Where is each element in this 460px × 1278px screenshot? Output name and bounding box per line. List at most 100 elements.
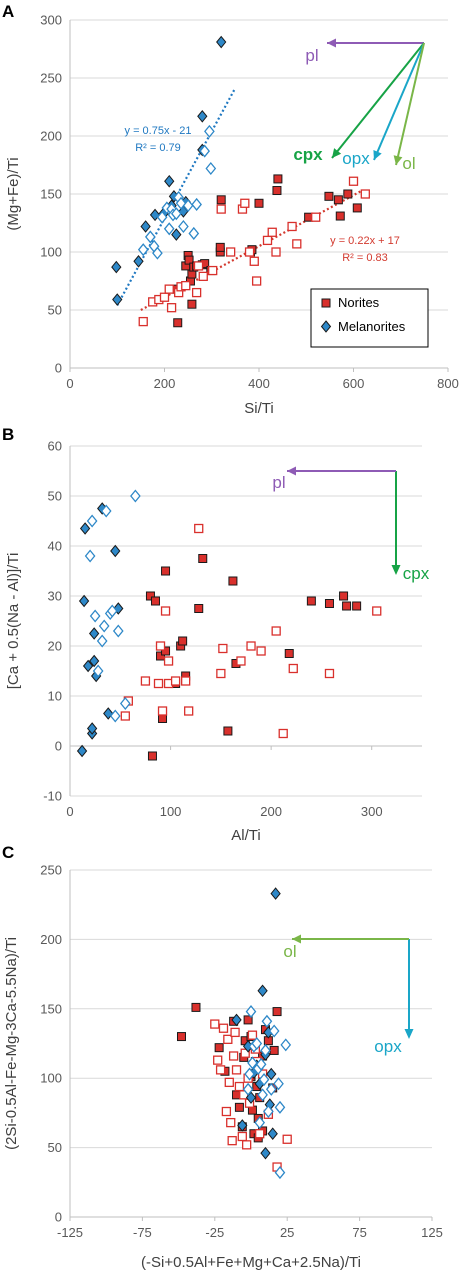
data-point-melanorites-open xyxy=(182,199,194,213)
data-point-norites xyxy=(335,211,345,221)
data-point-norites-open xyxy=(221,1106,232,1117)
panel-b-letter: B xyxy=(2,425,14,444)
data-point-norites-open xyxy=(278,728,288,739)
data-point-norites xyxy=(254,198,264,208)
data-point-melanorites xyxy=(164,174,175,188)
data-point-norites xyxy=(234,1102,244,1112)
y-tick-label: 150 xyxy=(40,1001,62,1016)
data-point-melanorites-open xyxy=(244,1067,255,1081)
trendline-melanorites xyxy=(116,87,237,306)
data-point-melanorites xyxy=(237,1119,248,1132)
data-point-melanorites-open xyxy=(204,124,215,138)
y-axis-label: (2Si-0.5Al-Fe-Mg-3Ca-5.5Na)/Ti xyxy=(3,937,20,1150)
data-point-melanorites-open xyxy=(178,219,189,234)
trendline-equation: y = 0.22x + 17 xyxy=(330,235,400,247)
data-point-norites-open xyxy=(234,1081,245,1092)
data-point-melanorites-open xyxy=(163,222,175,236)
y-tick-label: 50 xyxy=(48,1140,62,1155)
data-point-norites xyxy=(198,554,208,563)
data-point-norites-open xyxy=(324,668,335,679)
cpx-vector-arrow-head xyxy=(391,565,401,575)
cpx-vector-label: cpx xyxy=(403,564,430,583)
opx-vector-label: opx xyxy=(374,1037,402,1056)
data-point-norites-open xyxy=(164,284,174,294)
legend-marker-melanorites xyxy=(320,320,332,333)
data-point-melanorites-open xyxy=(188,226,200,240)
data-point-norites-open xyxy=(240,1048,250,1058)
data-point-norites-open xyxy=(240,198,250,208)
data-point-norites-open xyxy=(311,212,321,222)
data-point-norites xyxy=(176,1032,186,1042)
data-point-melanorites-open xyxy=(258,1073,270,1087)
data-point-norites-open xyxy=(372,606,382,616)
x-tick-label: 800 xyxy=(437,376,459,391)
data-point-norites-open xyxy=(218,643,228,654)
data-point-melanorites xyxy=(267,1127,278,1141)
data-point-melanorites xyxy=(78,594,90,608)
panel-c-letter: C xyxy=(2,843,14,862)
data-point-melanorites xyxy=(133,254,144,268)
data-point-norites-open xyxy=(236,656,246,666)
data-point-norites-open xyxy=(224,1077,234,1088)
data-point-norites-open xyxy=(267,227,277,237)
data-point-norites-open xyxy=(348,176,359,186)
data-point-norites-open xyxy=(198,271,208,282)
data-point-melanorites-open xyxy=(280,1038,292,1052)
data-point-melanorites-open xyxy=(86,514,98,528)
x-tick-label: -75 xyxy=(133,1225,152,1240)
data-point-norites xyxy=(333,195,343,205)
data-point-norites xyxy=(269,1045,279,1055)
y-tick-label: 20 xyxy=(48,639,62,654)
x-tick-label: 100 xyxy=(160,804,182,819)
data-point-norites-open xyxy=(184,706,194,716)
x-tick-label: 200 xyxy=(260,804,282,819)
data-point-norites xyxy=(243,1015,253,1025)
data-point-norites-open xyxy=(247,1030,258,1040)
x-tick-label: 200 xyxy=(154,376,176,391)
data-point-norites-open xyxy=(218,1023,229,1033)
data-point-melanorites xyxy=(110,544,121,558)
data-point-norites-open xyxy=(120,711,130,721)
data-point-norites-open xyxy=(160,606,171,616)
y-tick-label: 200 xyxy=(40,932,62,947)
data-point-melanorites xyxy=(82,659,94,673)
data-point-norites-open xyxy=(255,1129,265,1139)
y-tick-label: -10 xyxy=(43,789,62,804)
data-point-melanorites-open xyxy=(96,634,108,648)
x-tick-label: 600 xyxy=(343,376,365,391)
y-tick-label: 100 xyxy=(40,1071,62,1086)
data-point-norites-open xyxy=(256,646,266,656)
pl-vector-arrow-head xyxy=(287,466,296,476)
data-point-melanorites-open xyxy=(245,1005,257,1019)
x-axis-label: (-Si+0.5Al+Fe+Mg+Ca+2.5Na)/Ti xyxy=(141,1254,361,1271)
data-point-melanorites-open xyxy=(242,1082,254,1096)
data-point-norites-open xyxy=(140,676,151,686)
trendline-r2: R² = 0.83 xyxy=(342,252,388,264)
data-point-norites xyxy=(161,646,171,656)
data-point-norites xyxy=(272,1007,282,1017)
data-point-melanorites-open xyxy=(268,1024,280,1038)
data-point-melanorites-open xyxy=(199,144,211,158)
data-point-melanorites xyxy=(197,109,208,123)
y-tick-label: 10 xyxy=(48,689,62,704)
data-point-melanorites-open xyxy=(84,549,96,563)
x-tick-label: 75 xyxy=(352,1225,366,1240)
panel-a: A 0 50 100 150 200 250 300 0 200 400 600 800 Si/Ti (M… xyxy=(2,2,459,417)
data-point-norites xyxy=(339,591,349,601)
data-point-norites xyxy=(145,591,155,601)
y-tick-label: 300 xyxy=(40,13,62,28)
y-axis-label: (Mg+Fe)/Ti xyxy=(5,157,22,230)
cpx-vector-arrow-head xyxy=(332,148,342,158)
data-point-norites-open xyxy=(193,261,204,271)
data-point-norites xyxy=(178,636,188,646)
data-point-melanorites xyxy=(257,984,268,998)
x-tick-label: 125 xyxy=(421,1225,443,1240)
y-tick-label: 100 xyxy=(40,245,62,260)
data-point-norites-open xyxy=(292,239,302,249)
data-point-norites-open xyxy=(153,678,164,689)
legend-marker-norites xyxy=(321,298,331,308)
data-point-melanorites-open xyxy=(170,207,182,221)
ol-vector-arrow-head xyxy=(393,155,403,165)
data-point-norites-open xyxy=(231,1065,242,1075)
data-point-norites xyxy=(156,651,166,661)
